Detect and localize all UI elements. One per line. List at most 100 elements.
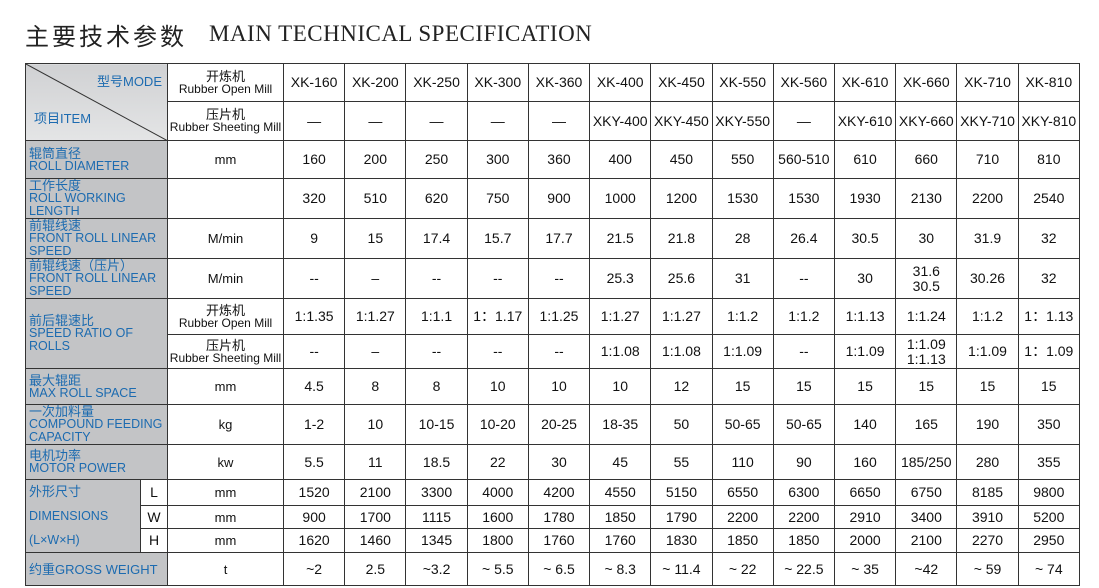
dimension-key: H <box>140 527 168 554</box>
value-cell: 5.5 <box>282 444 346 480</box>
model-cell: XK-660 <box>895 63 958 102</box>
value-cell: 550 <box>711 140 774 179</box>
text-line: -- <box>309 270 319 286</box>
value-cell: 2000 <box>833 527 897 554</box>
row-label: 前辊线速 FRONT ROLL LINEAR SPEED <box>25 218 168 259</box>
text-line: — <box>307 112 322 129</box>
value-cell: 660 <box>895 140 958 179</box>
text-line: 1：1.17 <box>473 308 523 324</box>
value-cell: 620 <box>405 178 468 219</box>
value-cell: 30 <box>833 258 897 299</box>
unit-cell: 开炼机 Rubber Open Mill <box>167 298 284 335</box>
text-line: 1-2 <box>303 416 325 432</box>
model-cell: — <box>466 101 529 141</box>
text-line: 160 <box>302 151 326 167</box>
text-line: 28 <box>734 230 751 246</box>
value-cell: 1:1.24 <box>895 298 958 335</box>
value-cell: 25.3 <box>589 258 652 299</box>
text-line: -- <box>493 270 503 286</box>
value-cell: 1830 <box>650 527 713 554</box>
text-line: 4200 <box>543 484 575 501</box>
value-cell: 15 <box>344 218 407 259</box>
text-line: mm <box>214 152 237 167</box>
text-line: 2270 <box>971 531 1004 548</box>
model-cell: XKY-550 <box>711 101 774 141</box>
text-line: 6650 <box>849 484 881 501</box>
text-line: 3910 <box>971 508 1004 525</box>
text-line: 10 <box>551 378 567 394</box>
text-line: 250 <box>424 151 449 167</box>
value-cell: 510 <box>344 178 407 219</box>
row-label: 最大辊距 MAX ROLL SPACE <box>25 368 168 405</box>
unit-cell: 压片机 Rubber Sheeting Mill <box>167 334 284 369</box>
text-line: 1：1.13 <box>1024 308 1074 324</box>
text-line: 工作长度 <box>29 178 82 193</box>
text-line: 1:1.27 <box>661 308 701 324</box>
value-cell: -- <box>772 258 835 299</box>
text-line: XK-660 <box>902 74 950 90</box>
value-cell: 2100 <box>895 527 958 554</box>
row-label: 工作长度 ROLL WORKING LENGTH <box>25 178 168 219</box>
row-label: 一次加料量 COMPOUND FEEDING CAPACITY <box>25 404 168 445</box>
text-line: 660 <box>914 151 938 167</box>
text-line: 17.4 <box>422 230 451 246</box>
value-cell: 1:1.27 <box>650 298 713 335</box>
value-cell: ~42 <box>895 552 958 586</box>
text-line: 350 <box>1037 416 1061 432</box>
text-line: 开炼机 <box>205 302 245 318</box>
text-line: ROLL DIAMETER <box>29 158 130 173</box>
value-cell: 750 <box>466 178 529 219</box>
text-line: 20-25 <box>541 416 577 432</box>
unit-cell: kg <box>167 404 284 445</box>
value-cell: 1：1.13 <box>1017 298 1081 335</box>
text-line: COMPOUND FEEDING CAPACITY <box>29 417 163 444</box>
machine-type: 压片机 Rubber Sheeting Mill <box>167 101 284 141</box>
value-cell: 8185 <box>956 478 1019 507</box>
value-cell: 30.5 <box>833 218 897 259</box>
text-line: 6550 <box>727 484 759 501</box>
text-line: 1760 <box>543 531 575 548</box>
text-line: 810 <box>1037 151 1061 167</box>
value-cell: 1850 <box>711 527 774 554</box>
value-cell: 8 <box>344 368 407 405</box>
text-line: 5150 <box>665 484 697 501</box>
value-cell: 15.7 <box>466 218 529 259</box>
text-line: 4550 <box>604 484 636 501</box>
value-cell: 2950 <box>1017 527 1081 554</box>
model-cell: XK-360 <box>527 63 591 102</box>
text-line: 2200 <box>727 508 759 525</box>
value-cell: 560-510 <box>772 140 835 179</box>
corner-cell: 型号MODE 项目ITEM <box>25 63 168 141</box>
model-cell: XK-610 <box>833 63 897 102</box>
value-cell: 250 <box>405 140 468 179</box>
value-cell: 15 <box>711 368 774 405</box>
value-cell: 25.6 <box>650 258 713 299</box>
text-line: 5200 <box>1033 508 1065 525</box>
table-row: 电机功率 MOTOR POWER kw 5.5 11 18.5 22 30 45 55 110 90 1… <box>25 444 1081 480</box>
text-line: DIMENSIONS <box>29 509 109 523</box>
value-cell: 1:1.2 <box>956 298 1019 335</box>
model-cell: — <box>772 101 835 141</box>
text-line: XK-200 <box>351 74 399 90</box>
text-line: 1:1.09 <box>723 343 763 359</box>
value-cell: 10-15 <box>405 404 468 445</box>
text-line: 280 <box>975 453 1000 470</box>
value-cell: 11 <box>344 444 407 480</box>
value-cell: -- <box>772 334 835 369</box>
value-cell: 17.7 <box>527 218 591 259</box>
text-line: 1520 <box>298 484 330 501</box>
model-cell: XKY-810 <box>1017 101 1081 141</box>
value-cell: 1115 <box>405 505 468 529</box>
text-line: 1000 <box>604 190 636 206</box>
text-line: ~ 6.5 <box>543 560 575 577</box>
value-cell: 18-35 <box>589 404 652 445</box>
text-line: -- <box>799 343 809 359</box>
value-cell: 18.5 <box>405 444 468 480</box>
value-cell: 50-65 <box>711 404 774 445</box>
value-cell: 810 <box>1017 140 1081 179</box>
diagonal <box>26 64 167 140</box>
value-cell: 1850 <box>589 505 652 529</box>
text-line: M/min <box>207 231 244 246</box>
